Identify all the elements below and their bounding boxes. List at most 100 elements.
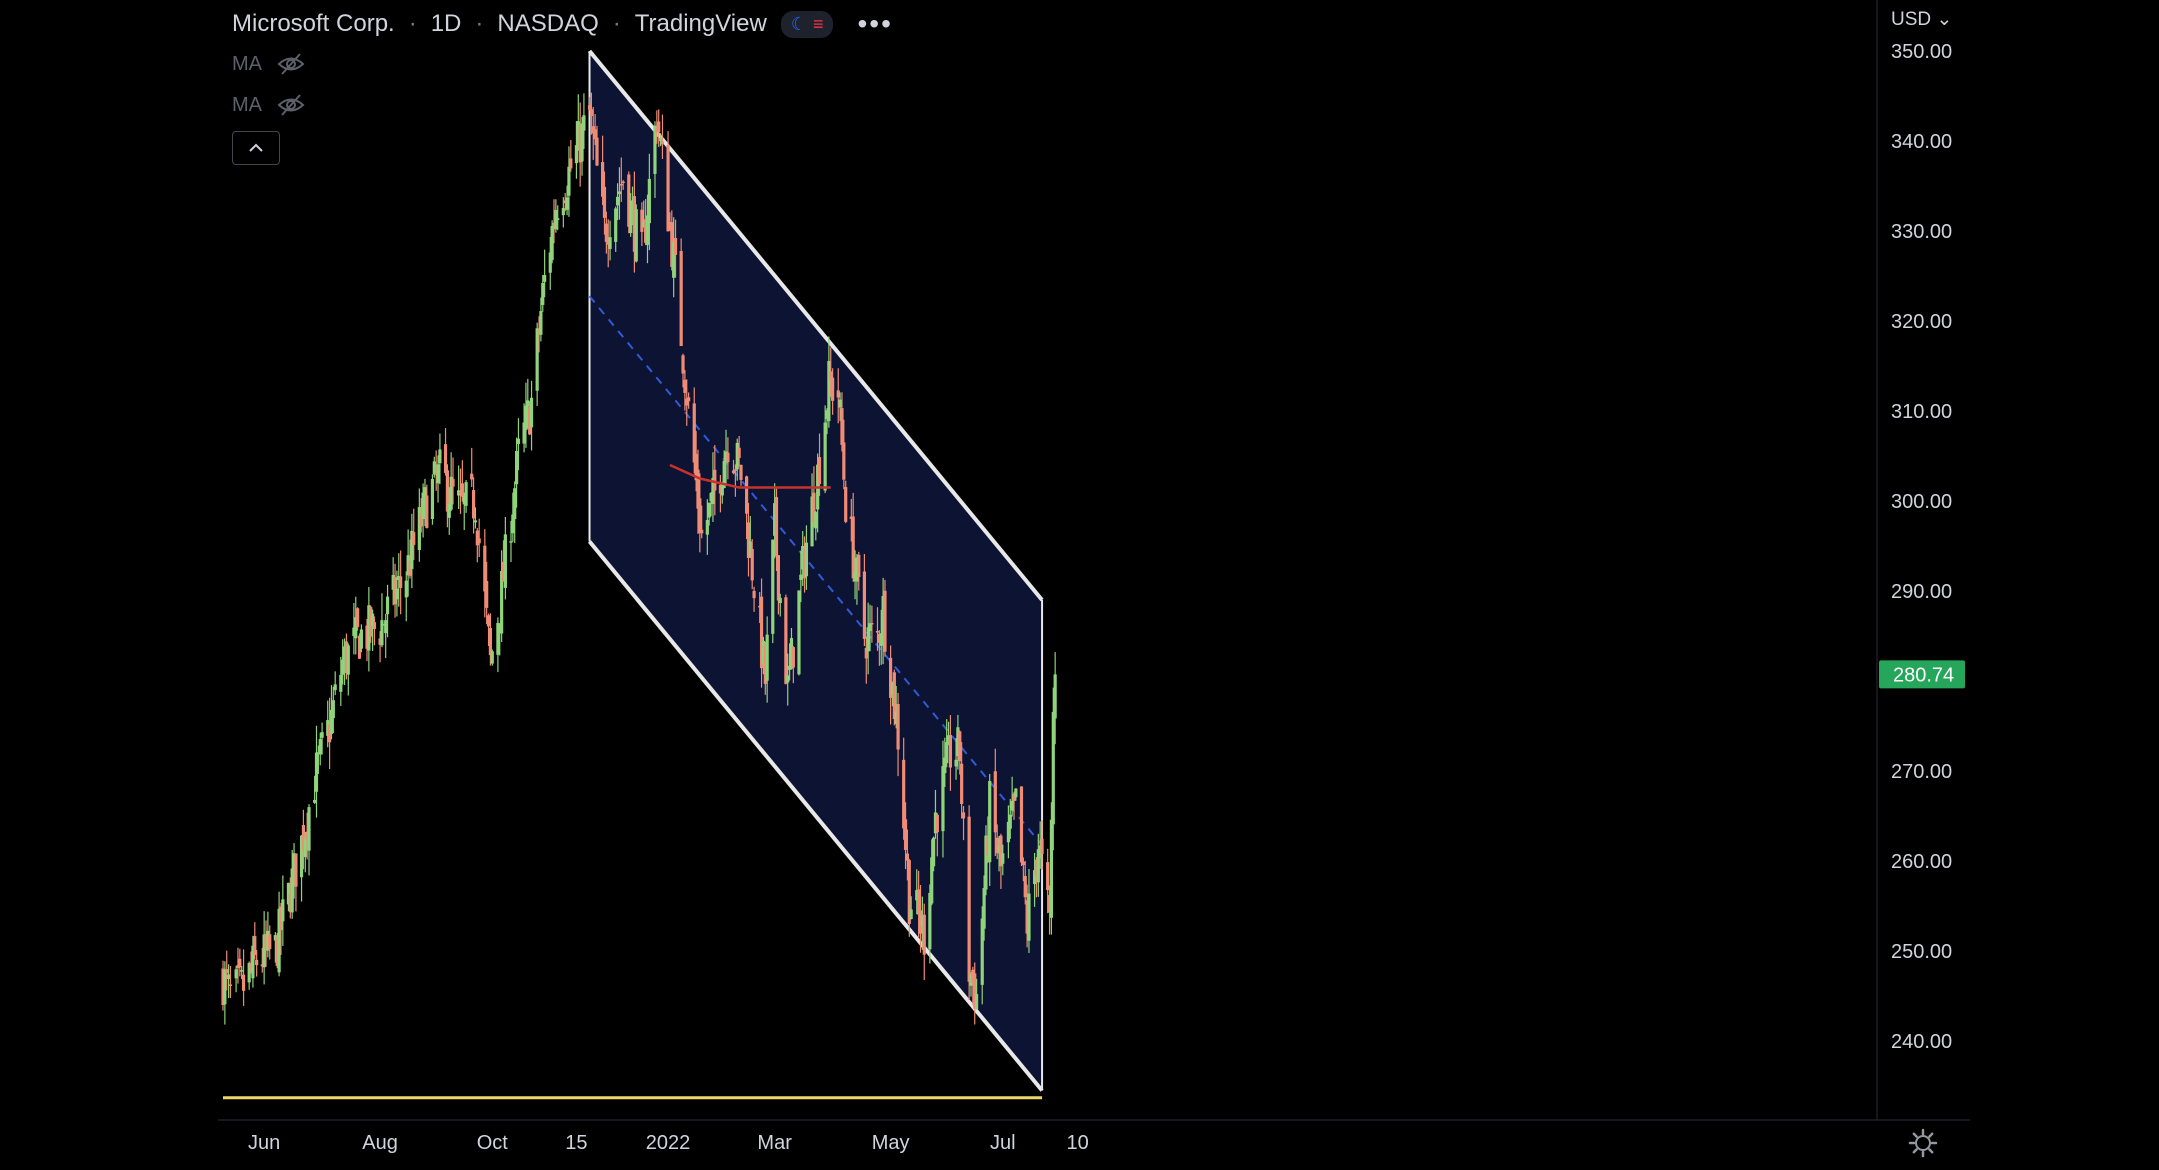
candle <box>647 153 651 251</box>
candle <box>759 578 764 688</box>
candle-body <box>1001 853 1005 864</box>
gear-icon[interactable] <box>1908 1128 1938 1158</box>
interval-label[interactable]: 1D <box>430 10 462 37</box>
candle <box>789 627 794 670</box>
time-tick-label: 10 <box>1066 1132 1088 1154</box>
candle-body <box>1027 893 1031 941</box>
candle <box>384 613 388 659</box>
price-tick-label: 320.00 <box>1891 311 1952 333</box>
candle <box>632 171 636 273</box>
indicator-ma-2[interactable]: MA <box>232 93 306 117</box>
candle <box>640 202 644 247</box>
candle-body <box>827 360 831 422</box>
chevron-up-icon <box>249 143 263 152</box>
candle-body <box>801 545 805 570</box>
candle <box>668 212 672 231</box>
candle-body <box>408 561 412 576</box>
candle-body <box>1019 786 1024 863</box>
candle-body <box>423 487 427 502</box>
candle-body <box>707 502 711 518</box>
ellipsis-icon[interactable]: ••• <box>857 8 893 39</box>
candle-body <box>817 457 822 485</box>
candle <box>595 125 599 167</box>
candle-body <box>1034 859 1039 876</box>
price-chart[interactable]: 240.00250.00260.00270.00280.00290.00300.… <box>218 0 1970 1170</box>
candle <box>829 347 833 398</box>
candle <box>288 877 292 919</box>
candle-body <box>614 208 618 242</box>
candle-body <box>372 622 377 629</box>
candle <box>883 579 887 657</box>
candle-body <box>1014 788 1018 798</box>
eye-crossed-icon[interactable] <box>276 93 306 117</box>
collapse-legend-button[interactable] <box>232 131 280 165</box>
candle-body <box>971 969 975 983</box>
plot-area[interactable] <box>221 49 1057 1100</box>
candle-body <box>292 853 296 875</box>
candle-body <box>788 665 792 670</box>
candle <box>857 551 861 591</box>
candle <box>935 813 939 857</box>
candle <box>853 550 857 600</box>
market-status-toggle[interactable]: ☾ ≡ <box>780 10 834 38</box>
candle <box>700 505 704 539</box>
candle <box>660 114 665 159</box>
candle-body <box>528 406 532 435</box>
candle <box>961 806 966 841</box>
candle <box>514 437 519 508</box>
candle <box>630 186 635 226</box>
indicator-ma-1[interactable]: MA <box>232 52 306 76</box>
price-axis[interactable]: 240.00250.00260.00270.00280.00290.00300.… <box>1876 0 1965 1120</box>
currency-selector[interactable]: USD ⌄ <box>1891 8 1952 31</box>
candle <box>705 499 709 555</box>
eye-crossed-icon[interactable] <box>276 52 306 76</box>
candle <box>457 465 461 510</box>
candle <box>567 146 571 217</box>
candle <box>281 875 285 946</box>
candle <box>234 966 238 993</box>
candle <box>1040 820 1044 870</box>
candle <box>576 94 580 151</box>
candle-body <box>935 814 939 833</box>
candle <box>548 237 552 290</box>
candle-body <box>630 203 635 205</box>
candle-body <box>632 196 636 252</box>
candle-body <box>1010 800 1014 811</box>
candle <box>372 616 377 646</box>
candle <box>247 961 251 990</box>
candle-body <box>307 807 311 851</box>
candle <box>1010 776 1014 817</box>
candle <box>1008 798 1012 839</box>
time-axis[interactable]: Jun Aug Oct 15 2022 Mar May Jul 10 <box>218 1119 1970 1154</box>
candle-body <box>342 646 347 671</box>
candle <box>969 972 973 997</box>
symbol-name[interactable]: Microsoft Corp. <box>232 10 395 37</box>
candle-body <box>969 975 973 986</box>
candle-body <box>679 250 683 346</box>
candle-body <box>314 752 319 792</box>
candle-body <box>514 451 519 485</box>
chart-pane[interactable]: 240.00250.00260.00270.00280.00290.00300.… <box>218 0 1970 1170</box>
candle <box>399 550 403 615</box>
candle <box>359 624 363 653</box>
candle-body <box>483 545 487 592</box>
candle-body <box>279 906 283 931</box>
candle-body <box>930 857 934 904</box>
legend-separator: · <box>612 10 621 37</box>
candle <box>496 617 500 673</box>
candle-body <box>864 647 868 659</box>
candle-body <box>1053 674 1057 719</box>
candle <box>982 875 986 941</box>
candle-body <box>606 240 610 245</box>
channel-fill <box>589 51 1043 1091</box>
candle <box>943 737 947 787</box>
candle <box>698 473 702 553</box>
candle <box>673 219 678 278</box>
candle <box>369 605 373 643</box>
candle-body <box>602 186 607 218</box>
candle <box>326 700 330 748</box>
candle-body <box>918 910 923 934</box>
candle <box>425 484 429 529</box>
candle-body <box>696 469 700 509</box>
candle-body <box>320 732 324 738</box>
